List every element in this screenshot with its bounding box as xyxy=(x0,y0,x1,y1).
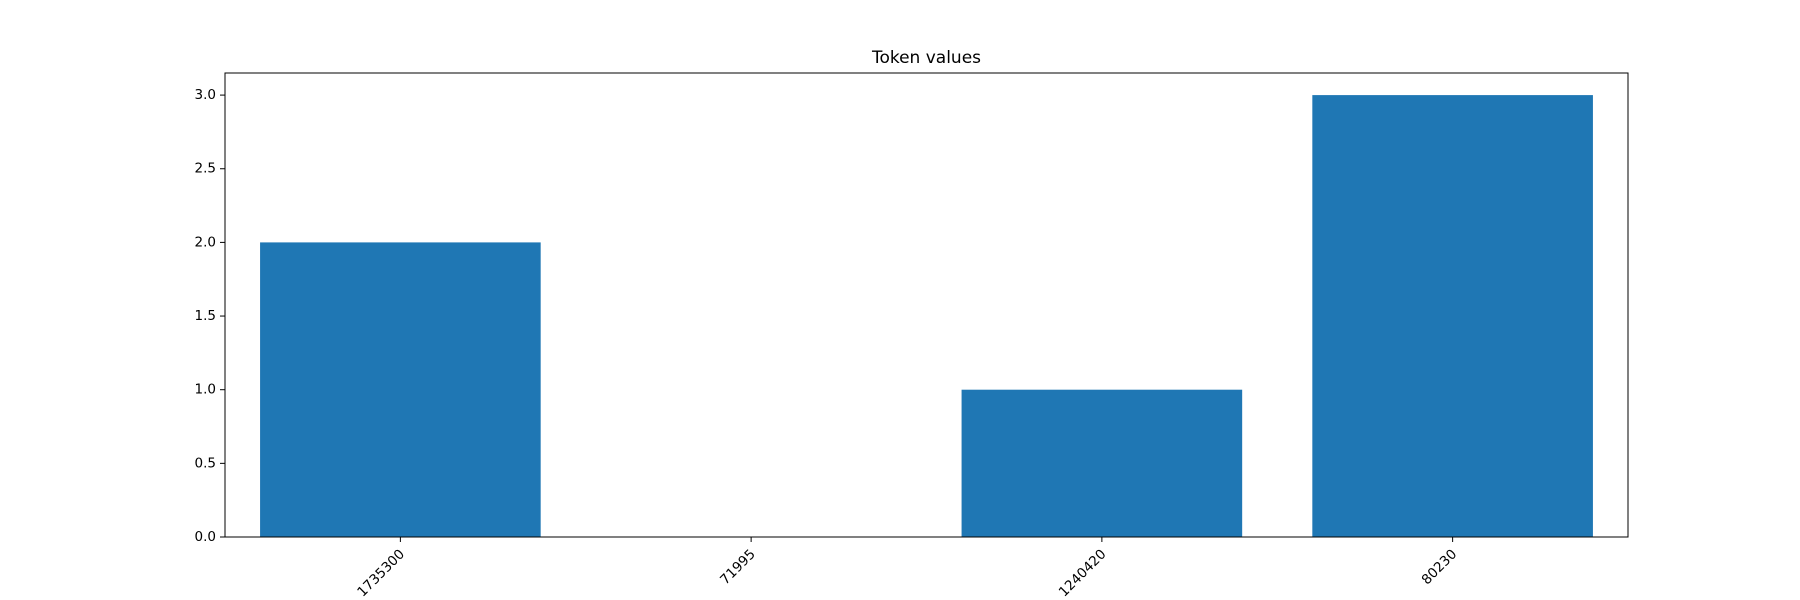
bar-1735300 xyxy=(260,242,541,537)
y-tick-label: 0.5 xyxy=(195,455,216,471)
y-tick-label: 1.0 xyxy=(195,382,216,398)
x-tick-label-80230: 80230 xyxy=(1419,546,1461,588)
y-tick-label: 1.5 xyxy=(195,308,216,324)
bar-1240420 xyxy=(961,389,1243,537)
bar-80230 xyxy=(1312,95,1593,537)
bars-layer xyxy=(260,95,1593,537)
y-tick-label: 2.5 xyxy=(195,161,216,177)
y-axis: 0.0 0.5 1.0 1.5 2.0 2.5 3.0 xyxy=(195,87,225,545)
chart-title: Token values xyxy=(871,48,981,68)
x-tick-label-71995: 71995 xyxy=(717,546,759,588)
plot-frame xyxy=(224,72,1629,538)
x-tick-label-1735300: 1735300 xyxy=(354,546,408,600)
y-tick-label: 0.0 xyxy=(195,529,216,545)
y-tick-label: 3.0 xyxy=(195,87,216,103)
y-tick-label: 2.0 xyxy=(195,234,216,250)
x-axis: 1735300 71995 1240420 80230 xyxy=(354,537,1460,600)
x-tick-label-1240420: 1240420 xyxy=(1056,546,1110,600)
